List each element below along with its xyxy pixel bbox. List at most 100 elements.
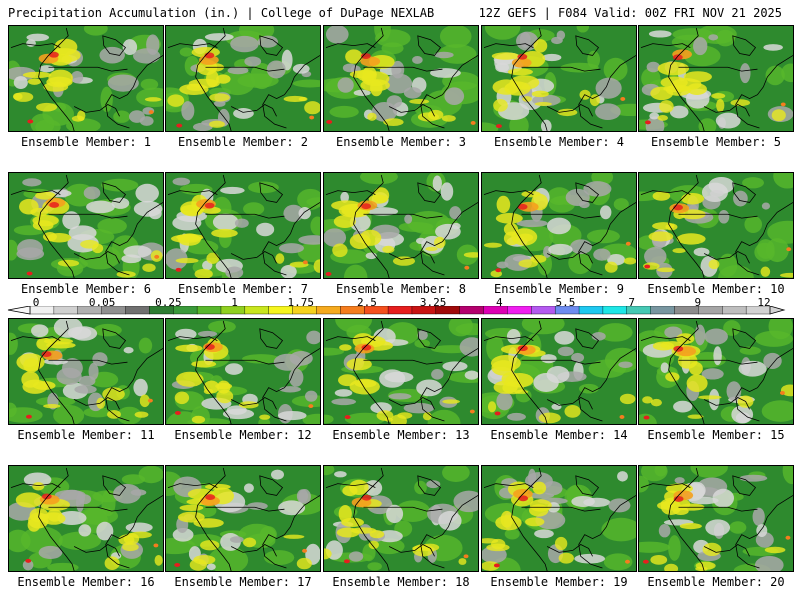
colorbar-cell bbox=[244, 306, 270, 315]
precipitation-map bbox=[8, 25, 164, 132]
ensemble-panel: Ensemble Member: 6 bbox=[8, 172, 164, 296]
ensemble-panel: Ensemble Member: 19 bbox=[481, 465, 637, 589]
precipitation-map bbox=[638, 25, 794, 132]
colorbar-tick-label: 4 bbox=[495, 296, 503, 309]
colorbar-cell bbox=[363, 306, 389, 315]
ensemble-panel: Ensemble Member: 18 bbox=[323, 465, 479, 589]
ensemble-panel: Ensemble Member: 3 bbox=[323, 25, 479, 149]
precipitation-map bbox=[165, 318, 321, 425]
valid-time-label: 12Z GEFS | F084 Valid: 00Z FRI NOV 21 20… bbox=[478, 6, 782, 20]
colorbar-cell bbox=[722, 306, 747, 315]
colorbar-tick-label: 7 bbox=[628, 296, 635, 309]
ensemble-panel: Ensemble Member: 20 bbox=[638, 465, 794, 589]
ensemble-panel: Ensemble Member: 13 bbox=[323, 318, 479, 442]
colorbar-cell bbox=[531, 306, 556, 315]
ensemble-panel: Ensemble Member: 8 bbox=[323, 172, 479, 296]
colorbar-scale bbox=[7, 306, 786, 315]
colorbar-tick-label: 0.05 bbox=[88, 296, 116, 309]
colorbar-cell bbox=[626, 306, 652, 315]
ensemble-member-label: Ensemble Member: 2 bbox=[177, 135, 309, 149]
ensemble-member-label: Ensemble Member: 1 bbox=[20, 135, 152, 149]
precipitation-map bbox=[323, 25, 479, 132]
ensemble-member-label: Ensemble Member: 19 bbox=[490, 575, 628, 589]
colorbar-cell bbox=[316, 306, 341, 315]
colorbar-tick-label: 0 bbox=[32, 296, 40, 309]
ensemble-member-label: Ensemble Member: 9 bbox=[493, 282, 625, 296]
colorbar-max-arrow bbox=[769, 306, 786, 315]
ensemble-panel: Ensemble Member: 4 bbox=[481, 25, 637, 149]
colorbar-cell bbox=[340, 306, 365, 315]
colorbar-cell bbox=[268, 306, 294, 315]
ensemble-member-label: Ensemble Member: 5 bbox=[650, 135, 782, 149]
colorbar-tick-label: 1.75 bbox=[287, 296, 314, 309]
ensemble-member-label: Ensemble Member: 14 bbox=[490, 428, 628, 442]
colorbar-cell bbox=[77, 306, 103, 315]
ensemble-member-label: Ensemble Member: 12 bbox=[174, 428, 312, 442]
ensemble-panel: Ensemble Member: 11 bbox=[8, 318, 164, 442]
ensemble-member-label: Ensemble Member: 16 bbox=[17, 575, 155, 589]
colorbar-cell bbox=[578, 306, 604, 315]
precipitation-map bbox=[165, 465, 321, 572]
ensemble-panel: Ensemble Member: 7 bbox=[165, 172, 321, 296]
ensemble-panel: Ensemble Member: 14 bbox=[481, 318, 637, 442]
ensemble-member-label: Ensemble Member: 7 bbox=[177, 282, 309, 296]
precipitation-map bbox=[481, 25, 637, 132]
precipitation-map bbox=[323, 465, 479, 572]
ensemble-panel: Ensemble Member: 5 bbox=[638, 25, 794, 149]
ensemble-member-label: Ensemble Member: 8 bbox=[335, 282, 467, 296]
precipitation-map bbox=[165, 172, 321, 279]
ensemble-panel: Ensemble Member: 10 bbox=[638, 172, 794, 296]
colorbar-cell bbox=[674, 306, 699, 315]
colorbar-cell bbox=[53, 306, 79, 315]
colorbar-cell bbox=[411, 306, 437, 315]
precipitation-map bbox=[8, 318, 164, 425]
colorbar-cell bbox=[483, 306, 508, 315]
ensemble-member-label: Ensemble Member: 15 bbox=[647, 428, 785, 442]
ensemble-member-label: Ensemble Member: 3 bbox=[335, 135, 467, 149]
colorbar-min-arrow bbox=[7, 306, 31, 315]
colorbar-cell bbox=[507, 306, 532, 315]
ensemble-panel: Ensemble Member: 16 bbox=[8, 465, 164, 589]
colorbar-cell bbox=[101, 306, 126, 315]
colorbar: 0 0.05 0.25 1 1.75 2.5 3.25 4 5.5 7 9 12 bbox=[0, 296, 800, 320]
colorbar-cell bbox=[173, 306, 198, 315]
ensemble-member-label: Ensemble Member: 20 bbox=[647, 575, 785, 589]
ensemble-panel: Ensemble Member: 12 bbox=[165, 318, 321, 442]
colorbar-tick-label: 12 bbox=[757, 296, 771, 309]
ensemble-member-label: Ensemble Member: 6 bbox=[20, 282, 152, 296]
precipitation-map bbox=[638, 172, 794, 279]
ensemble-member-label: Ensemble Member: 11 bbox=[17, 428, 155, 442]
precipitation-map bbox=[638, 465, 794, 572]
precipitation-map bbox=[8, 172, 164, 279]
colorbar-cell bbox=[149, 306, 174, 315]
map-title: Precipitation Accumulation (in.) | Colle… bbox=[8, 6, 435, 20]
colorbar-tick-label: 2.5 bbox=[356, 296, 377, 309]
ensemble-member-label: Ensemble Member: 13 bbox=[332, 428, 470, 442]
colorbar-cell bbox=[292, 306, 317, 315]
colorbar-cell bbox=[698, 306, 723, 315]
colorbar-tick-label: 9 bbox=[694, 296, 702, 309]
colorbar-cell bbox=[602, 306, 628, 315]
ensemble-panel: Ensemble Member: 15 bbox=[638, 318, 794, 442]
ensemble-member-label: Ensemble Member: 10 bbox=[647, 282, 785, 296]
precipitation-map bbox=[638, 318, 794, 425]
colorbar-cell bbox=[435, 306, 461, 315]
colorbar-cell bbox=[459, 306, 485, 315]
precipitation-map bbox=[323, 318, 479, 425]
colorbar-cell bbox=[554, 306, 580, 315]
precipitation-map bbox=[8, 465, 164, 572]
precipitation-map bbox=[481, 465, 637, 572]
ensemble-member-label: Ensemble Member: 17 bbox=[174, 575, 312, 589]
colorbar-tick-label: 5.5 bbox=[555, 296, 576, 309]
ensemble-panel: Ensemble Member: 9 bbox=[481, 172, 637, 296]
ensemble-member-label: Ensemble Member: 4 bbox=[493, 135, 625, 149]
colorbar-tick-label: 0.25 bbox=[155, 296, 182, 309]
ensemble-member-label: Ensemble Member: 18 bbox=[332, 575, 470, 589]
ensemble-panel: Ensemble Member: 1 bbox=[8, 25, 164, 149]
colorbar-cell bbox=[125, 306, 150, 315]
colorbar-cell bbox=[387, 306, 413, 315]
precipitation-map bbox=[323, 172, 479, 279]
ensemble-panel: Ensemble Member: 17 bbox=[165, 465, 321, 589]
colorbar-tick-label: 3.25 bbox=[419, 296, 447, 309]
colorbar-cell bbox=[220, 306, 246, 315]
